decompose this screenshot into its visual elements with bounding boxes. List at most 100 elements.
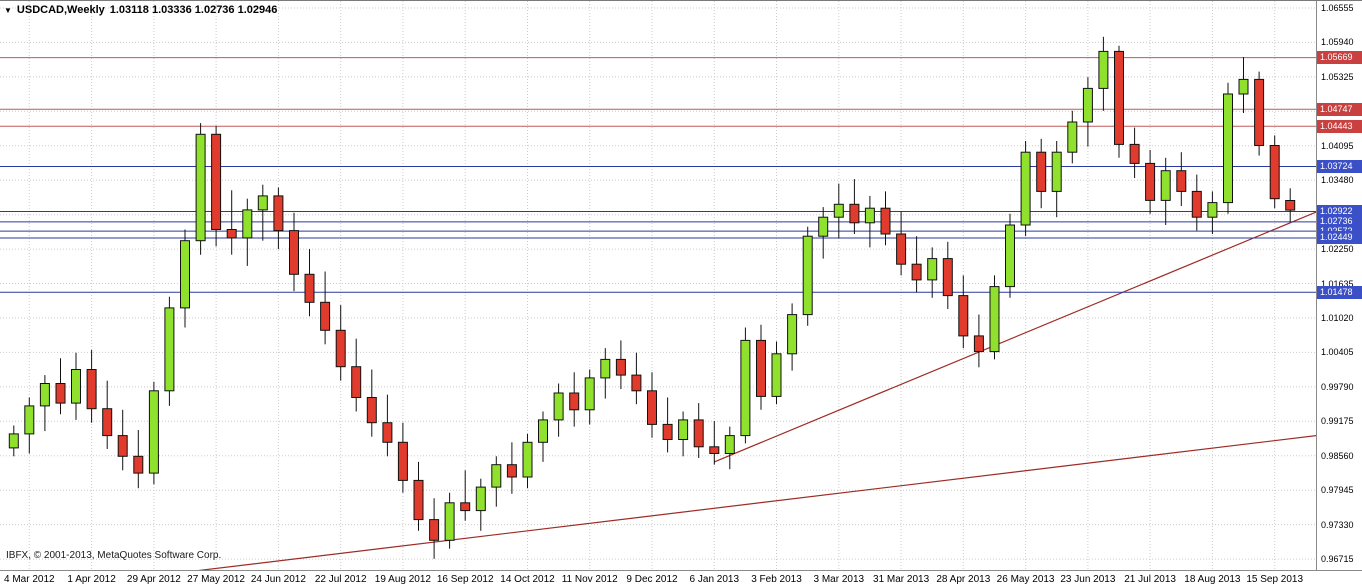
date-label: 15 Sep 2013 bbox=[1246, 574, 1304, 585]
trendline[interactable] bbox=[714, 210, 1316, 463]
date-label: 26 May 2013 bbox=[996, 574, 1055, 585]
candle-body bbox=[460, 502, 471, 512]
price-level-badge: 1.03724 bbox=[1317, 160, 1362, 174]
date-label: 24 Jun 2012 bbox=[250, 574, 306, 585]
candle-body bbox=[351, 366, 362, 399]
candle-body bbox=[133, 455, 144, 474]
chart-title-bar: ▼ USDCAD,Weekly 1.03118 1.03336 1.02736 … bbox=[4, 4, 277, 16]
candle-body bbox=[693, 419, 704, 448]
candle-body bbox=[662, 423, 673, 440]
candle-body bbox=[740, 339, 751, 437]
candle-body bbox=[117, 435, 128, 457]
price-scale[interactable]: 1.065551.059401.053251.047101.040951.034… bbox=[1316, 1, 1362, 570]
date-label: 18 Aug 2013 bbox=[1184, 574, 1241, 585]
candle-body bbox=[600, 358, 611, 379]
candle-body bbox=[818, 216, 829, 237]
price-level-badge: 1.02449 bbox=[1317, 231, 1362, 245]
candle-body bbox=[647, 390, 657, 425]
candle-body bbox=[1051, 151, 1062, 192]
price-tick-label: 0.97330 bbox=[1321, 519, 1354, 530]
candle-body bbox=[8, 433, 19, 449]
date-label: 16 Sep 2012 bbox=[436, 574, 494, 585]
candle-body bbox=[709, 446, 720, 454]
candle-body bbox=[71, 369, 81, 404]
candle-body bbox=[1067, 121, 1078, 153]
date-label: 6 Jan 2013 bbox=[689, 574, 740, 585]
date-label: 3 Feb 2013 bbox=[751, 574, 802, 585]
date-label: 27 May 2012 bbox=[187, 574, 246, 585]
price-tick-label: 1.02250 bbox=[1321, 244, 1354, 255]
price-tick-label: 0.98560 bbox=[1321, 450, 1354, 461]
candle-body bbox=[304, 273, 315, 303]
candle-body bbox=[942, 258, 953, 297]
price-tick-label: 1.05325 bbox=[1321, 71, 1354, 82]
copyright-watermark: IBFX, © 2001-2013, MetaQuotes Software C… bbox=[6, 550, 222, 561]
trendline[interactable] bbox=[138, 435, 1316, 570]
time-scale[interactable]: 4 Mar 2012 1 Apr 2012 29 Apr 2012 27 May 20… bbox=[0, 570, 1362, 587]
date-label: 9 Dec 2012 bbox=[626, 574, 678, 585]
candle-body bbox=[1114, 50, 1124, 145]
price-tick-label: 1.01635 bbox=[1321, 278, 1354, 289]
date-label: 22 Jul 2012 bbox=[314, 574, 367, 585]
candle-body bbox=[429, 519, 440, 541]
date-label: 23 Jun 2013 bbox=[1060, 574, 1116, 585]
date-label: 28 Apr 2013 bbox=[936, 574, 991, 585]
candle-body bbox=[1160, 170, 1171, 201]
price-tick-label: 1.00405 bbox=[1321, 347, 1354, 358]
candle-body bbox=[802, 235, 813, 316]
candle-body bbox=[849, 203, 860, 224]
candle-body bbox=[771, 353, 782, 397]
candle-body bbox=[444, 502, 455, 541]
candle-body bbox=[475, 486, 486, 512]
candle-body bbox=[1082, 87, 1093, 123]
candle-body bbox=[1191, 190, 1202, 218]
candle-body bbox=[506, 464, 517, 478]
candle-body bbox=[148, 390, 159, 474]
candle-body bbox=[226, 229, 237, 239]
date-label: 3 Mar 2013 bbox=[813, 574, 865, 585]
candle-body bbox=[211, 133, 222, 230]
chart-plot-area[interactable] bbox=[0, 1, 1316, 570]
candle-body bbox=[833, 203, 844, 218]
candle-body bbox=[320, 301, 331, 331]
price-level-badge: 1.01478 bbox=[1317, 285, 1362, 299]
candle-body bbox=[55, 383, 66, 404]
price-tick-label: 0.97945 bbox=[1321, 485, 1354, 496]
candle-body bbox=[289, 230, 299, 275]
candle-body bbox=[615, 358, 626, 376]
candle-body bbox=[678, 419, 689, 440]
date-label: 11 Nov 2012 bbox=[561, 574, 618, 585]
one-click-trading-arrow-icon[interactable]: ▼ bbox=[4, 5, 12, 15]
price-tick-label: 1.03480 bbox=[1321, 175, 1354, 186]
candle-body bbox=[756, 339, 766, 397]
candle-body bbox=[787, 314, 798, 355]
date-label: 29 Apr 2012 bbox=[126, 574, 181, 585]
candle-body bbox=[273, 195, 284, 232]
candle-body bbox=[195, 133, 206, 242]
price-tick-label: 1.01020 bbox=[1321, 312, 1354, 323]
date-label: 1 Apr 2012 bbox=[67, 574, 116, 585]
date-label: 14 Oct 2012 bbox=[500, 574, 555, 585]
candle-body bbox=[24, 405, 35, 435]
candle-body bbox=[896, 233, 907, 265]
candle-body bbox=[724, 435, 735, 455]
candle-body bbox=[366, 397, 377, 424]
candle-body bbox=[911, 263, 922, 281]
date-label: 19 Aug 2012 bbox=[374, 574, 431, 585]
candle-body bbox=[584, 377, 595, 411]
candle-body bbox=[1098, 50, 1109, 89]
date-label: 21 Jul 2013 bbox=[1124, 574, 1176, 585]
price-tick-label: 0.96715 bbox=[1321, 554, 1354, 565]
price-level-badge: 1.02922 bbox=[1317, 204, 1362, 218]
candle-body bbox=[1223, 93, 1233, 204]
candle-body bbox=[927, 258, 938, 281]
candle-body bbox=[1207, 202, 1218, 218]
candle-body bbox=[880, 207, 891, 235]
candle-body bbox=[86, 369, 97, 410]
candle-body bbox=[1254, 78, 1265, 146]
symbol-period-label: USDCAD,Weekly bbox=[16, 4, 105, 16]
candle-body bbox=[553, 392, 564, 421]
price-tick-label: 1.06555 bbox=[1321, 3, 1354, 13]
candle-body bbox=[257, 195, 268, 211]
